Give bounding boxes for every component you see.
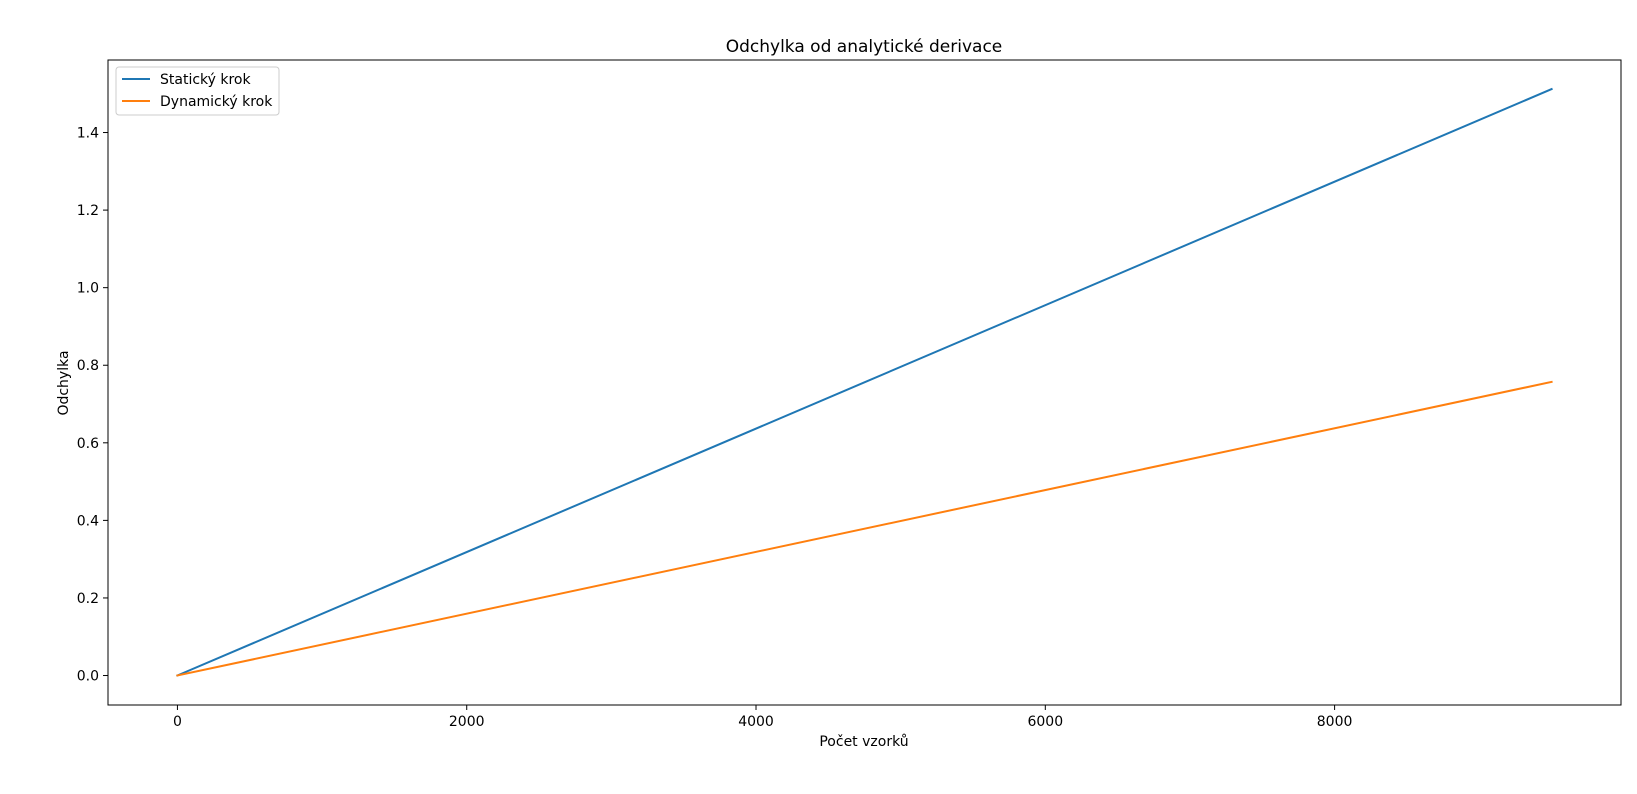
x-tick-label: 0 — [173, 714, 182, 730]
series-line — [176, 87, 1553, 677]
y-axis-label: Odchylka — [56, 350, 72, 415]
y-tick-label: 1.4 — [77, 126, 99, 142]
x-tick-label: 6000 — [1027, 714, 1063, 730]
x-tick-label: 2000 — [449, 714, 485, 730]
series-line — [176, 380, 1553, 677]
y-tick-label: 0.4 — [77, 513, 99, 529]
y-tick-label: 1.0 — [77, 281, 99, 297]
x-tick-label: 8000 — [1317, 714, 1353, 730]
y-tick-label: 0.6 — [77, 436, 99, 452]
x-axis-ticks: 0 2000 4000 6000 8000 — [173, 705, 1352, 730]
x-axis-label: Počet vzorků — [819, 734, 908, 750]
y-axis-ticks: 0.0 0.2 0.4 0.6 0.8 1.0 1.2 1.4 — [77, 126, 108, 685]
series-layer — [176, 87, 1553, 677]
plot-area — [107, 59, 1622, 706]
y-tick-label: 0.2 — [77, 591, 99, 607]
chart-title: Odchylka od analytické derivace — [726, 37, 1003, 57]
legend-box — [115, 66, 280, 116]
y-tick-label: 0.0 — [77, 669, 99, 685]
x-tick-label: 4000 — [738, 714, 774, 730]
legend: Statický krok Dynamický krok — [115, 66, 280, 116]
y-tick-label: 1.2 — [77, 203, 99, 219]
legend-label: Statický krok — [160, 72, 251, 88]
axes-frame — [107, 59, 1622, 706]
legend-label: Dynamický krok — [160, 94, 273, 110]
y-tick-label: 0.8 — [77, 358, 99, 374]
